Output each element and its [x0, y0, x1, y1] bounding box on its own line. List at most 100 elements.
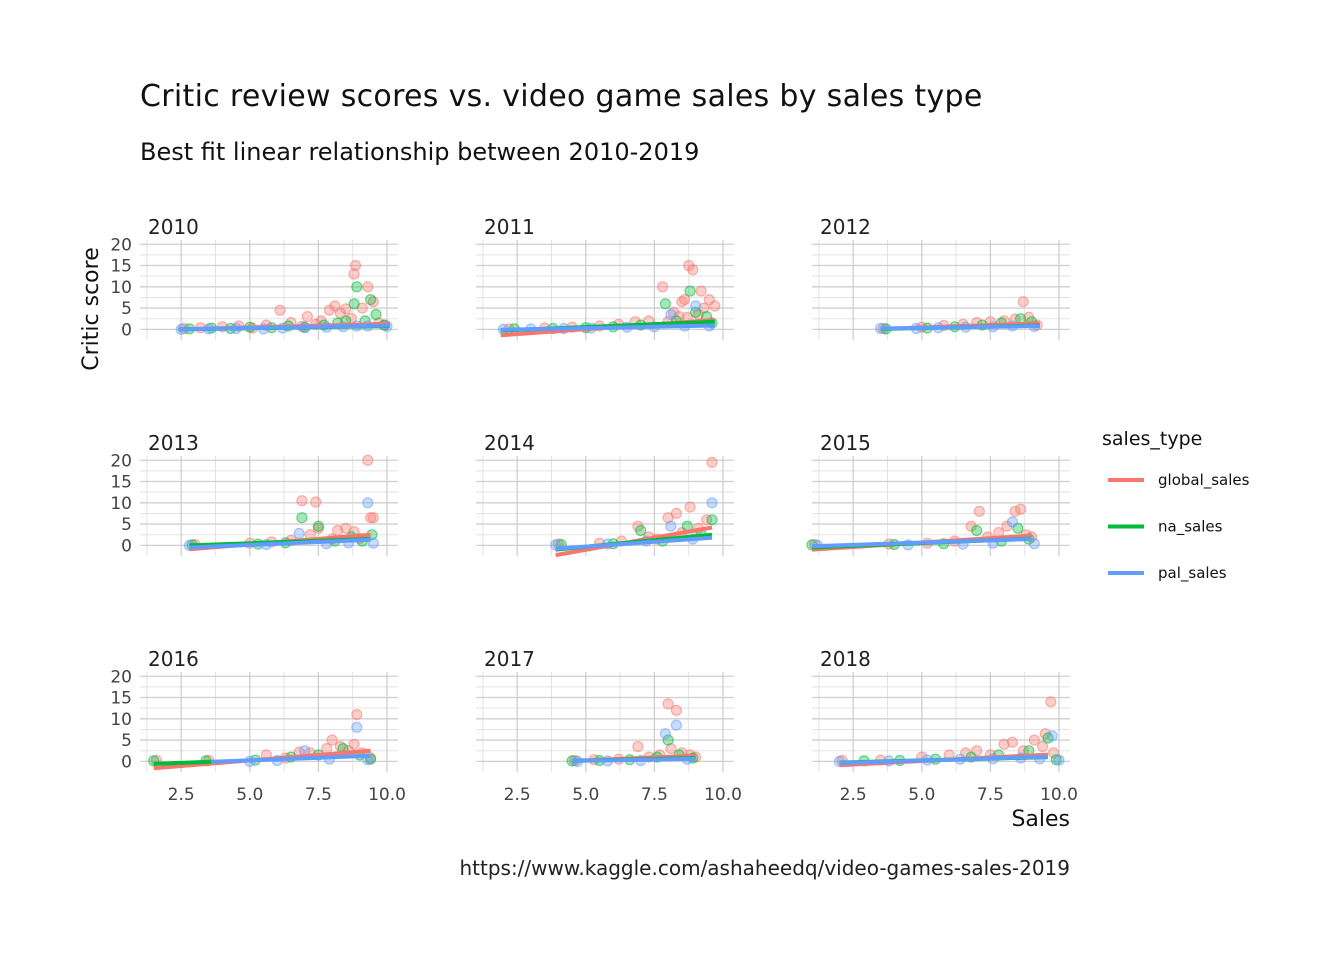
point-na-sales — [370, 308, 382, 321]
point-na-sales — [296, 512, 308, 524]
x-tick-label: 7.5 — [305, 785, 332, 805]
chart-subtitle: Best fit linear relationship between 201… — [140, 138, 699, 166]
panel-fit-lines — [153, 748, 371, 771]
panel-grid — [476, 672, 734, 772]
point-pal-sales — [659, 728, 672, 740]
y-tick-label: 20 — [110, 451, 132, 471]
point-pal-sales — [362, 497, 374, 509]
facet-panel-2017: 2017 2.5 5.0 7.5 10.0 — [476, 647, 742, 805]
fit-line-pal-sales — [572, 756, 696, 763]
panel-fit-lines — [572, 753, 696, 763]
point-global-sales — [662, 698, 674, 710]
facet-panel-2012: 2012 — [812, 215, 1070, 340]
x-tick-label: 2.5 — [840, 785, 867, 805]
point-pal-sales — [293, 527, 305, 540]
point-na-sales — [659, 298, 672, 310]
point-na-sales — [351, 281, 363, 293]
fit-line-pal-sales — [811, 537, 1032, 549]
panel-label: 2014 — [484, 431, 535, 455]
x-tick-label: 5.0 — [908, 785, 935, 805]
x-tick-label: 7.5 — [977, 785, 1004, 805]
point-global-sales — [683, 259, 695, 272]
chart-caption: https://www.kaggle.com/ashaheedq/video-g… — [459, 856, 1070, 880]
point-global-sales — [709, 300, 721, 312]
point-global-sales — [349, 259, 362, 272]
point-global-sales — [684, 501, 696, 513]
panel-label: 2012 — [820, 215, 871, 239]
point-global-sales — [326, 734, 338, 746]
panel-fit-lines — [555, 525, 713, 558]
y-tick-label: 15 — [110, 473, 132, 493]
panel-fit-lines — [189, 532, 371, 552]
facet-panel-2015: 2015 — [806, 431, 1070, 556]
panel-grid — [140, 240, 398, 340]
legend-label: pal_sales — [1158, 564, 1227, 583]
x-tick-label: 5.0 — [236, 785, 263, 805]
point-global-sales — [296, 495, 308, 507]
panel-grid — [812, 240, 1070, 340]
panel-fit-lines — [178, 321, 390, 332]
point-na-sales — [684, 285, 696, 297]
x-tick-label: 10.0 — [368, 785, 406, 805]
panel-fit-lines — [880, 321, 1040, 331]
panel-grid — [140, 672, 398, 772]
point-global-sales — [362, 454, 374, 466]
point-global-sales — [340, 303, 352, 315]
point-pal-sales — [1028, 538, 1040, 550]
y-tick-label: 15 — [110, 257, 132, 277]
y-tick-label: 0 — [121, 536, 132, 556]
point-global-sales — [348, 268, 360, 280]
panel-label: 2015 — [820, 431, 871, 455]
facet-panel-2011: 2011 — [476, 215, 734, 340]
point-global-sales — [365, 512, 377, 524]
point-global-sales — [998, 738, 1010, 750]
point-global-sales — [632, 740, 644, 753]
point-na-sales — [365, 294, 377, 306]
panel-grid — [476, 240, 734, 340]
point-global-sales — [1014, 503, 1027, 515]
point-pal-sales — [665, 520, 677, 532]
point-global-sales — [670, 507, 683, 520]
point-global-sales — [310, 496, 322, 508]
point-global-sales — [1045, 696, 1057, 708]
y-axis-title: Critic score — [79, 247, 104, 370]
panel-label: 2018 — [820, 647, 871, 671]
x-axis-title: Sales — [1011, 807, 1070, 832]
x-tick-label: 5.0 — [572, 785, 599, 805]
y-tick-label: 5 — [121, 731, 132, 751]
point-pal-sales — [1006, 516, 1019, 528]
y-tick-label: 20 — [110, 667, 132, 687]
panel-points — [175, 259, 393, 335]
point-global-sales — [1017, 296, 1029, 308]
y-tick-label: 10 — [110, 710, 132, 730]
point-global-sales — [348, 738, 360, 750]
y-tick-label: 15 — [110, 689, 132, 709]
point-global-sales — [656, 281, 669, 293]
panel-label: 2016 — [148, 647, 199, 671]
fit-line-pal-sales — [880, 324, 1040, 331]
point-global-sales — [695, 285, 707, 297]
chart-title: Critic review scores vs. video game sale… — [140, 79, 983, 114]
point-pal-sales — [689, 300, 702, 312]
point-na-sales — [662, 734, 674, 746]
x-tick-label: 7.5 — [641, 785, 668, 805]
point-na-sales — [312, 520, 324, 532]
point-global-sales — [1006, 736, 1019, 748]
point-pal-sales — [1046, 730, 1058, 742]
point-global-sales — [301, 311, 313, 323]
y-tick-label: 0 — [121, 752, 132, 772]
point-na-sales — [706, 514, 718, 526]
legend-item-pal-sales: pal_sales — [1108, 564, 1227, 583]
fit-line-pal-sales — [839, 754, 1049, 766]
panel-label: 2017 — [484, 647, 535, 671]
point-global-sales — [367, 512, 379, 524]
y-tick-label: 10 — [110, 278, 132, 298]
point-global-sales — [973, 505, 986, 517]
point-pal-sales — [351, 721, 363, 733]
x-tick-label: 10.0 — [1040, 785, 1078, 805]
point-pal-sales — [367, 537, 379, 549]
